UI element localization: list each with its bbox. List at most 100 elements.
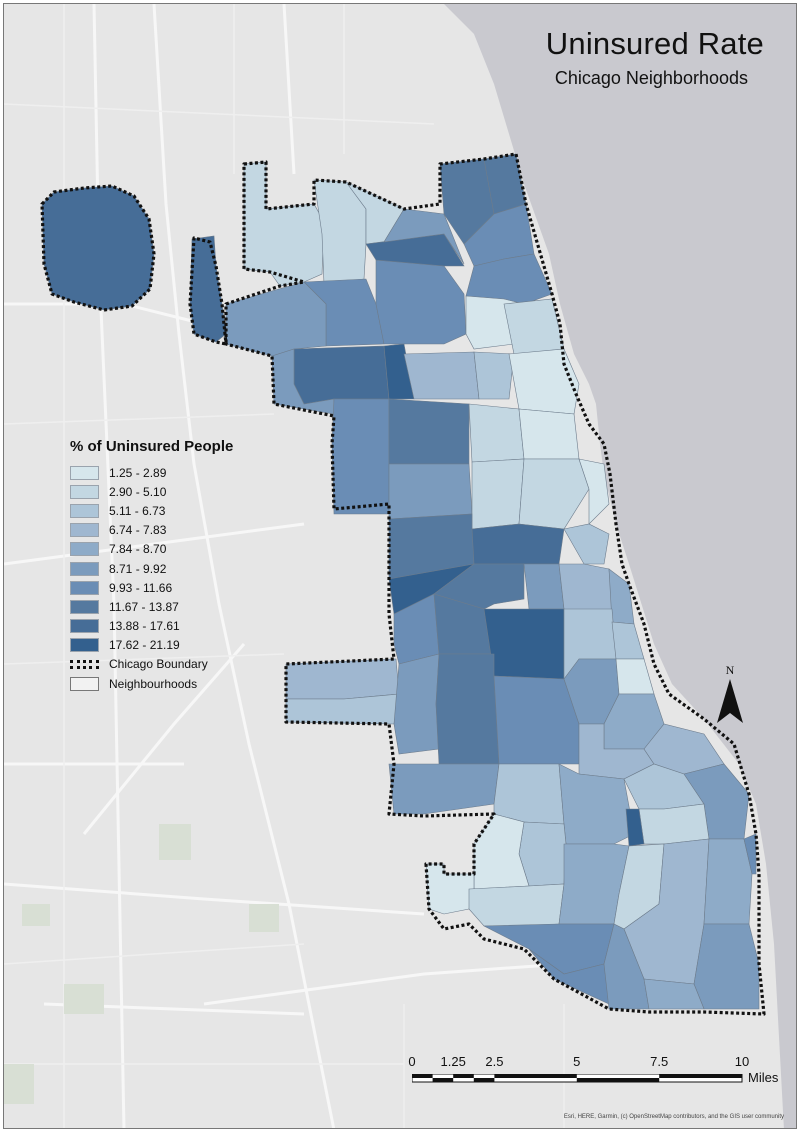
neighborhood-polygon[interactable]: [285, 658, 400, 700]
legend-label: Neighbourhoods: [109, 676, 198, 691]
legend-swatch: [70, 484, 99, 499]
neighborhood-polygon[interactable]: [383, 208, 465, 265]
legend-swatch: [70, 580, 99, 595]
legend-item-class-5: 7.84 - 8.70: [70, 540, 260, 559]
neighborhoods-layer: [41, 153, 760, 1010]
scale-tick-label: 10: [734, 1054, 750, 1069]
legend-classes: 1.25 - 2.89 2.90 - 5.10 5.11 - 6.73 6.74 - …: [70, 463, 260, 655]
legend-label: 5.11 - 6.73: [109, 503, 166, 518]
legend-item-boundary: Chicago Boundary: [70, 655, 260, 674]
scale-tick-label: 5: [573, 1054, 581, 1069]
neighborhood-polygon[interactable]: [388, 463, 473, 520]
legend-label: 9.93 - 11.66: [109, 580, 173, 595]
boundary-outline: [40, 184, 156, 312]
legend-label: 17.62 - 21.19: [109, 638, 180, 653]
neighborhood-polygon[interactable]: [41, 185, 155, 311]
legend-label: 11.67 - 13.87: [109, 599, 179, 614]
legend-swatch: [70, 619, 99, 634]
legend-swatch: [70, 542, 99, 557]
legend-title: % of Uninsured People: [70, 438, 234, 455]
neighborhood-polygon[interactable]: [743, 833, 757, 875]
neighbourhood-swatch: [70, 676, 99, 691]
neighborhood-polygon[interactable]: [375, 259, 467, 345]
legend-item-class-6: 8.71 - 9.92: [70, 559, 260, 578]
scale-tick-label: 7.5: [650, 1054, 669, 1069]
neighborhood-polygon[interactable]: [518, 458, 590, 530]
scale-bar-graphic: [412, 1074, 743, 1083]
map-title: Uninsured Rate: [545, 26, 764, 61]
background-roads: [4, 4, 565, 1128]
neighborhood-polygon[interactable]: [693, 923, 760, 1010]
legend-label: 1.25 - 2.89: [109, 465, 167, 480]
legend-label: 13.88 - 17.61: [109, 619, 180, 634]
legend-label: 6.74 - 7.83: [109, 523, 167, 538]
legend-swatch: [70, 561, 99, 576]
map-attribution: Esri, HERE, Garmin, (c) OpenStreetMap co…: [563, 1114, 784, 1120]
legend-label: Chicago Boundary: [109, 657, 208, 672]
legend-item-class-9: 13.88 - 17.61: [70, 617, 260, 636]
neighborhood-polygon[interactable]: [563, 523, 610, 565]
legend-item-class-10: 17.62 - 21.19: [70, 636, 260, 655]
map-frame: Uninsured Rate Chicago Neighborhoods % o…: [3, 3, 797, 1129]
legend-label: 8.71 - 9.92: [109, 561, 167, 576]
neighborhood-polygon[interactable]: [493, 675, 580, 765]
legend-label: 7.84 - 8.70: [109, 542, 167, 557]
neighborhood-polygon[interactable]: [473, 351, 515, 400]
legend-item-class-8: 11.67 - 13.87: [70, 597, 260, 616]
neighborhood-polygon[interactable]: [331, 398, 390, 515]
neighborhood-polygon[interactable]: [508, 348, 580, 415]
legend-swatch: [70, 638, 99, 653]
legend-item-class-3: 5.11 - 6.73: [70, 501, 260, 520]
neighborhood-polygon[interactable]: [243, 161, 325, 287]
neighborhood-polygon[interactable]: [483, 608, 565, 680]
legend-swatch: [70, 523, 99, 538]
legend-label: 2.90 - 5.10: [109, 484, 167, 499]
neighborhood-polygon[interactable]: [425, 863, 475, 915]
north-arrow: N: [715, 663, 745, 725]
neighborhood-polygon[interactable]: [638, 803, 710, 845]
scale-unit: Miles: [748, 1070, 779, 1085]
neighborhood-polygon[interactable]: [518, 408, 580, 460]
neighborhood-polygon[interactable]: [471, 458, 525, 530]
neighborhood-polygon[interactable]: [388, 398, 470, 465]
legend-swatch: [70, 599, 99, 614]
neighborhood-polygon[interactable]: [625, 808, 645, 847]
map-canvas[interactable]: [4, 4, 797, 1129]
neighborhood-polygon[interactable]: [403, 351, 480, 400]
neighborhood-polygon[interactable]: [388, 763, 500, 815]
neighborhood-polygon[interactable]: [468, 883, 565, 927]
legend-swatch: [70, 465, 99, 480]
scale-tick-label: 1.25: [440, 1054, 466, 1069]
neighborhood-polygon[interactable]: [523, 563, 565, 610]
boundary-swatch: [70, 659, 99, 669]
neighborhood-polygon[interactable]: [225, 281, 327, 357]
neighborhood-polygon[interactable]: [615, 658, 655, 695]
boundary-outline: [188, 152, 766, 1016]
neighborhood-polygon[interactable]: [471, 523, 565, 565]
legend-item-class-2: 2.90 - 5.10: [70, 482, 260, 501]
neighborhood-polygon[interactable]: [611, 621, 645, 660]
neighborhood-polygon[interactable]: [468, 403, 525, 463]
scale-tick-label: 0: [408, 1054, 416, 1069]
neighborhood-polygon[interactable]: [503, 298, 565, 355]
scale-tick-label: 2.5: [485, 1054, 504, 1069]
neighborhood-polygon[interactable]: [578, 458, 610, 525]
north-label: N: [725, 663, 735, 677]
background-parks: [4, 824, 279, 1104]
chicago-boundary: [40, 152, 766, 1016]
neighborhood-polygon[interactable]: [643, 978, 705, 1010]
legend-swatch: [70, 503, 99, 518]
neighborhood-polygon[interactable]: [558, 563, 613, 615]
north-arrow-icon: [717, 679, 743, 723]
legend-item-neighbourhoods: Neighbourhoods: [70, 674, 260, 693]
neighborhood-polygon[interactable]: [293, 345, 390, 405]
neighborhood-polygon[interactable]: [703, 838, 753, 925]
legend: % of Uninsured People 1.25 - 2.89 2.90 - …: [70, 438, 260, 693]
neighborhood-polygon[interactable]: [435, 653, 500, 765]
legend-item-class-4: 6.74 - 7.83: [70, 521, 260, 540]
neighborhood-polygon[interactable]: [493, 763, 565, 825]
lake-michigan: [444, 4, 796, 1128]
neighborhood-polygon[interactable]: [393, 653, 440, 755]
legend-item-class-7: 9.93 - 11.66: [70, 578, 260, 597]
legend-item-class-1: 1.25 - 2.89: [70, 463, 260, 482]
